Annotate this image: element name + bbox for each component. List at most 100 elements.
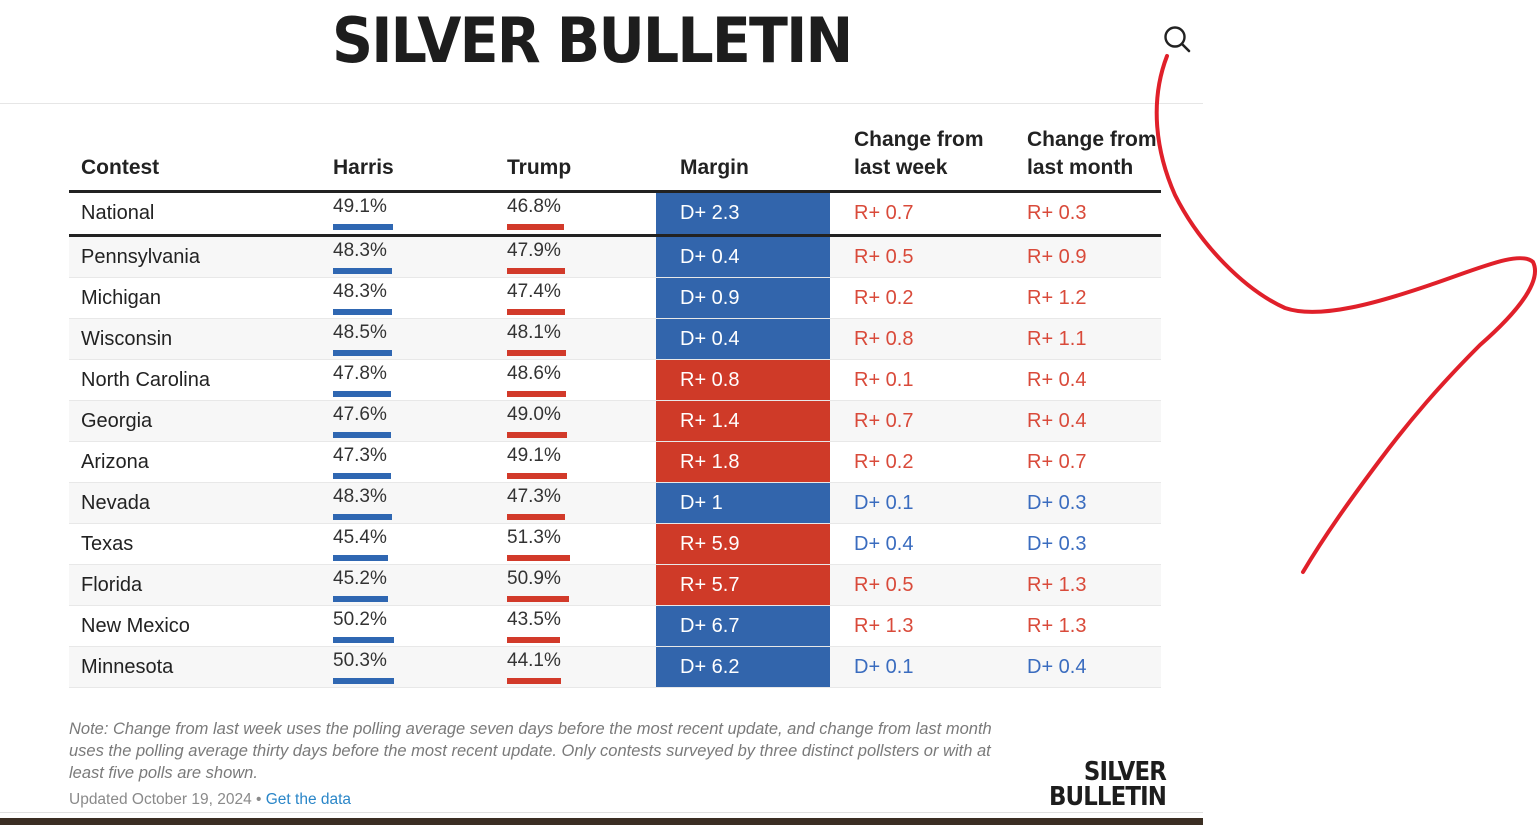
change-week: R+ 0.7 xyxy=(854,202,914,224)
trump-bar xyxy=(507,350,566,356)
change-week: D+ 0.1 xyxy=(854,491,914,514)
contest-name: Wisconsin xyxy=(81,327,173,350)
methodology-note: Note: Change from last week uses the pol… xyxy=(69,720,992,782)
margin-cell: R+ 0.8 xyxy=(656,360,830,400)
harris-bar xyxy=(333,432,391,438)
change-week: D+ 0.1 xyxy=(854,655,914,678)
margin-cell: D+ 0.9 xyxy=(656,278,830,318)
margin-cell: R+ 1.8 xyxy=(656,442,830,482)
search-icon xyxy=(1164,26,1191,53)
table-row: North Carolina 47.8% 48.6% R+ 0.8 R+ 0.1 R+ 0… xyxy=(69,360,1161,401)
trump-pct: 48.1% xyxy=(507,322,561,343)
change-month: D+ 0.4 xyxy=(1027,655,1087,678)
trump-pct: 43.5% xyxy=(507,609,561,630)
trump-pct: 46.8% xyxy=(507,196,561,217)
contest-name: Georgia xyxy=(81,409,153,432)
header-margin[interactable]: Margin xyxy=(680,156,749,179)
change-week: R+ 0.8 xyxy=(854,327,914,350)
header-change-week[interactable]: Change from last week xyxy=(854,128,984,179)
change-month: R+ 0.4 xyxy=(1027,409,1087,432)
trump-pct: 44.1% xyxy=(507,650,561,671)
trump-pct: 51.3% xyxy=(507,527,561,548)
harris-bar xyxy=(333,350,392,356)
trump-pct: 48.6% xyxy=(507,363,561,384)
footer-logo-line2: BULLETIN xyxy=(1048,782,1167,812)
margin-cell: R+ 1.4 xyxy=(656,401,830,441)
harris-bar xyxy=(333,555,388,561)
harris-bar xyxy=(333,596,388,602)
harris-bar xyxy=(333,473,391,479)
harris-pct: 47.3% xyxy=(333,445,387,466)
header-contest[interactable]: Contest xyxy=(81,156,160,179)
change-month: R+ 1.3 xyxy=(1027,614,1087,637)
trump-bar xyxy=(507,637,560,643)
harris-bar xyxy=(333,678,394,684)
trump-pct: 47.9% xyxy=(507,240,561,261)
margin-cell: D+ 0.4 xyxy=(656,319,830,359)
harris-pct: 48.3% xyxy=(333,486,387,507)
trump-pct: 50.9% xyxy=(507,568,561,589)
polling-table: Contest Harris Trump Margin Change from … xyxy=(69,104,1161,688)
contest-name: Nevada xyxy=(81,491,150,514)
header-harris[interactable]: Harris xyxy=(333,156,394,179)
change-month: R+ 0.9 xyxy=(1027,245,1087,268)
harris-bar xyxy=(333,391,391,397)
updated-line: Updated October 19, 2024 • Get the data xyxy=(69,791,351,809)
table-row: Georgia 47.6% 49.0% R+ 1.4 R+ 0.7 R+ 0.4 xyxy=(69,401,1161,442)
harris-pct: 47.8% xyxy=(333,363,387,384)
change-month: R+ 1.3 xyxy=(1027,573,1087,596)
change-week: R+ 0.2 xyxy=(854,450,914,473)
masthead: SILVER BULLETIN xyxy=(0,0,1203,104)
annotation-stroke xyxy=(1154,54,1537,574)
harris-pct: 47.6% xyxy=(333,404,387,425)
harris-pct: 48.3% xyxy=(333,281,387,302)
margin-cell: D+ 6.2 xyxy=(656,647,830,687)
harris-pct: 45.4% xyxy=(333,527,387,548)
contest-name: Minnesota xyxy=(81,655,174,678)
change-week: R+ 0.7 xyxy=(854,409,914,432)
margin-cell: D+ 2.3 xyxy=(656,193,830,234)
contest-name: New Mexico xyxy=(81,614,190,637)
change-month: R+ 0.4 xyxy=(1027,368,1087,391)
harris-pct: 48.3% xyxy=(333,240,387,261)
margin-cell: D+ 0.4 xyxy=(656,237,830,277)
table-row: Pennsylvania 48.3% 47.9% D+ 0.4 R+ 0.5 R+ 0.9 xyxy=(69,237,1161,278)
search-button[interactable] xyxy=(1162,24,1192,54)
trump-bar xyxy=(507,596,569,602)
site-logo[interactable]: SILVER BULLETIN xyxy=(332,4,853,77)
table-row: Texas 45.4% 51.3% R+ 5.9 D+ 0.4 D+ 0.3 xyxy=(69,524,1161,565)
trump-bar xyxy=(507,555,570,561)
get-data-link[interactable]: Get the data xyxy=(265,791,352,808)
change-month: R+ 0.3 xyxy=(1027,202,1087,224)
change-week: D+ 0.4 xyxy=(854,532,914,555)
change-month: R+ 0.7 xyxy=(1027,450,1087,473)
contest-name: Michigan xyxy=(81,286,162,309)
footer-logo-line1: SILVER xyxy=(1083,757,1167,787)
trump-bar xyxy=(507,678,561,684)
change-week: R+ 0.5 xyxy=(854,245,914,268)
trump-bar xyxy=(507,391,566,397)
margin-cell: R+ 5.9 xyxy=(656,524,830,564)
trump-bar xyxy=(507,309,565,315)
table-row: Wisconsin 48.5% 48.1% D+ 0.4 R+ 0.8 R+ 1.1 xyxy=(69,319,1161,360)
footer-bar xyxy=(0,818,1203,825)
harris-bar xyxy=(333,309,392,315)
table-row: Minnesota 50.3% 44.1% D+ 6.2 D+ 0.1 D+ 0.4 xyxy=(69,647,1161,688)
change-month: D+ 0.3 xyxy=(1027,491,1087,514)
contest-name: North Carolina xyxy=(81,368,210,391)
trump-bar xyxy=(507,473,567,479)
margin-cell: R+ 5.7 xyxy=(656,565,830,605)
header-trump[interactable]: Trump xyxy=(507,156,572,179)
table-row: Arizona 47.3% 49.1% R+ 1.8 R+ 0.2 R+ 0.7 xyxy=(69,442,1161,483)
table-row: Florida 45.2% 50.9% R+ 5.7 R+ 0.5 R+ 1.3 xyxy=(69,565,1161,606)
harris-bar xyxy=(333,268,392,274)
trump-pct: 49.0% xyxy=(507,404,561,425)
harris-bar xyxy=(333,514,392,520)
change-week: R+ 0.1 xyxy=(854,368,914,391)
trump-pct: 47.3% xyxy=(507,486,561,507)
contest-name: National xyxy=(81,202,155,224)
updated-date: Updated October 19, 2024 • xyxy=(69,791,262,808)
harris-bar xyxy=(333,637,394,643)
harris-pct: 48.5% xyxy=(333,322,387,343)
header-change-month[interactable]: Change from last month xyxy=(1027,128,1157,179)
